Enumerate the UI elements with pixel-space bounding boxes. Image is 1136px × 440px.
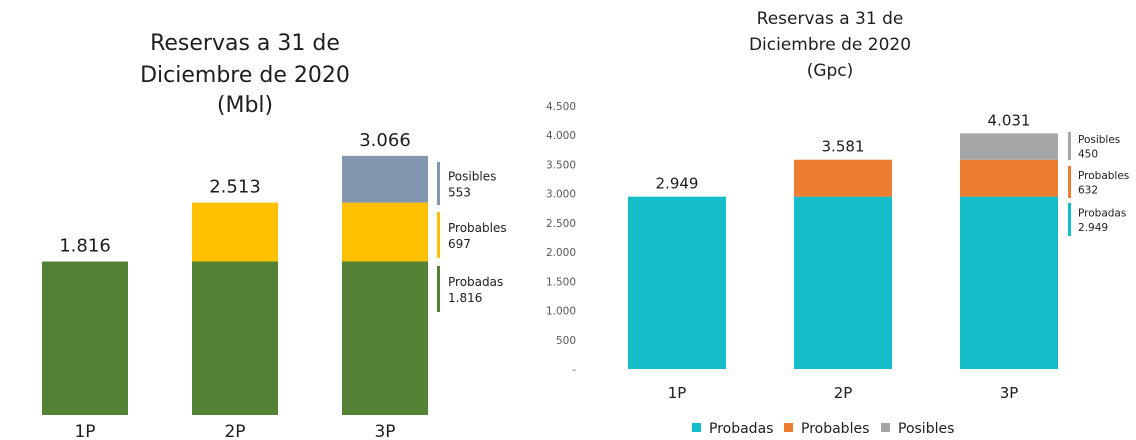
total-label: 3.066 bbox=[359, 130, 411, 151]
bars: 2.949 1P 3.581 2P 4.031 3P bbox=[628, 111, 1058, 402]
side-marker bbox=[437, 162, 440, 205]
bar-3p-probables bbox=[960, 159, 1058, 197]
side-marker bbox=[1068, 132, 1071, 160]
side-label-value: 2.949 bbox=[1078, 222, 1108, 234]
total-label: 1.816 bbox=[59, 236, 111, 257]
side-label-name: Posibles bbox=[448, 170, 496, 184]
bar-3p-probables bbox=[342, 202, 428, 262]
y-tick-label: 500 bbox=[556, 335, 576, 347]
side-label-value: 632 bbox=[1078, 185, 1098, 197]
side-marker bbox=[1068, 203, 1071, 236]
bar-2p-probadas bbox=[794, 196, 892, 369]
side-marker bbox=[1068, 166, 1071, 198]
chart-title: Reservas a 31 de Diciembre de 2020 (Mbl) bbox=[140, 31, 350, 118]
chart-title-line: (Gpc) bbox=[807, 61, 854, 81]
total-label: 4.031 bbox=[988, 111, 1031, 129]
chart-1: Reservas a 31 de Diciembre de 2020 (Mbl) 1.… bbox=[42, 31, 507, 440]
total-label: 3.581 bbox=[822, 138, 865, 156]
bar-3p-posibles bbox=[960, 133, 1058, 160]
y-tick-label: 1.500 bbox=[546, 276, 576, 288]
side-labels: Posibles 553 Probables 697 Probadas 1.816 bbox=[437, 162, 507, 312]
legend: Probadas Probables Posibles bbox=[692, 421, 954, 437]
side-label-value: 553 bbox=[448, 186, 471, 200]
chart-2: Reservas a 31 de Diciembre de 2020 (Gpc) 4.… bbox=[546, 9, 1129, 437]
side-label-value: 450 bbox=[1078, 149, 1098, 161]
chart-title: Reservas a 31 de Diciembre de 2020 (Gpc) bbox=[749, 9, 911, 81]
y-tick-label: 4.500 bbox=[546, 101, 576, 113]
chart-title-line: Diciembre de 2020 bbox=[140, 63, 350, 88]
y-tick-label: 4.000 bbox=[546, 130, 576, 142]
side-labels: Posibles 450 Probables 632 Probadas 2.949 bbox=[1068, 132, 1129, 236]
category-label: 3P bbox=[374, 422, 395, 440]
bar-2p-probables bbox=[192, 202, 278, 262]
category-label: 3P bbox=[1000, 384, 1019, 402]
bar-3p-probadas bbox=[342, 261, 428, 415]
legend-label: Probadas bbox=[709, 421, 773, 437]
side-marker bbox=[437, 212, 440, 258]
side-label-value: 1.816 bbox=[448, 291, 482, 305]
legend-label: Posibles bbox=[898, 421, 954, 437]
y-tick-label: - bbox=[572, 364, 576, 376]
category-label: 1P bbox=[74, 422, 95, 440]
side-marker bbox=[437, 266, 440, 312]
chart-title-line: Reservas a 31 de bbox=[757, 9, 904, 29]
bars: 1.816 1P 2.513 2P 3.066 3P bbox=[42, 130, 428, 440]
category-label: 2P bbox=[224, 422, 245, 440]
legend-swatch bbox=[881, 423, 890, 432]
legend-label: Probables bbox=[801, 421, 869, 437]
y-axis: 4.500 4.000 3.500 3.000 2.500 2.000 1.500 1.000… bbox=[546, 101, 576, 376]
total-label: 2.513 bbox=[209, 177, 261, 198]
chart-title-line: (Mbl) bbox=[217, 93, 273, 118]
chart-title-line: Reservas a 31 de bbox=[150, 31, 340, 56]
side-label-name: Probables bbox=[1078, 170, 1129, 182]
y-tick-label: 1.000 bbox=[546, 306, 576, 318]
chart-title-line: Diciembre de 2020 bbox=[749, 35, 911, 55]
category-label: 2P bbox=[834, 384, 853, 402]
legend-swatch bbox=[784, 423, 793, 432]
side-label-name: Probadas bbox=[448, 275, 503, 289]
side-label-name: Probadas bbox=[1078, 208, 1126, 220]
bar-2p-probables bbox=[794, 159, 892, 197]
side-label-value: 697 bbox=[448, 237, 471, 251]
bar-3p-probadas bbox=[960, 196, 1058, 369]
y-tick-label: 3.000 bbox=[546, 189, 576, 201]
y-tick-label: 3.500 bbox=[546, 159, 576, 171]
side-label-name: Posibles bbox=[1078, 134, 1120, 146]
total-label: 2.949 bbox=[656, 175, 699, 193]
bar-3p-posibles bbox=[342, 155, 428, 203]
bar-2p-probadas bbox=[192, 261, 278, 415]
side-label-name: Probables bbox=[448, 221, 507, 235]
y-tick-label: 2.000 bbox=[546, 247, 576, 259]
legend-swatch bbox=[692, 423, 701, 432]
y-tick-label: 2.500 bbox=[546, 218, 576, 230]
bar-1p-probadas bbox=[42, 261, 128, 415]
category-label: 1P bbox=[668, 384, 687, 402]
bar-1p-probadas bbox=[628, 196, 726, 369]
